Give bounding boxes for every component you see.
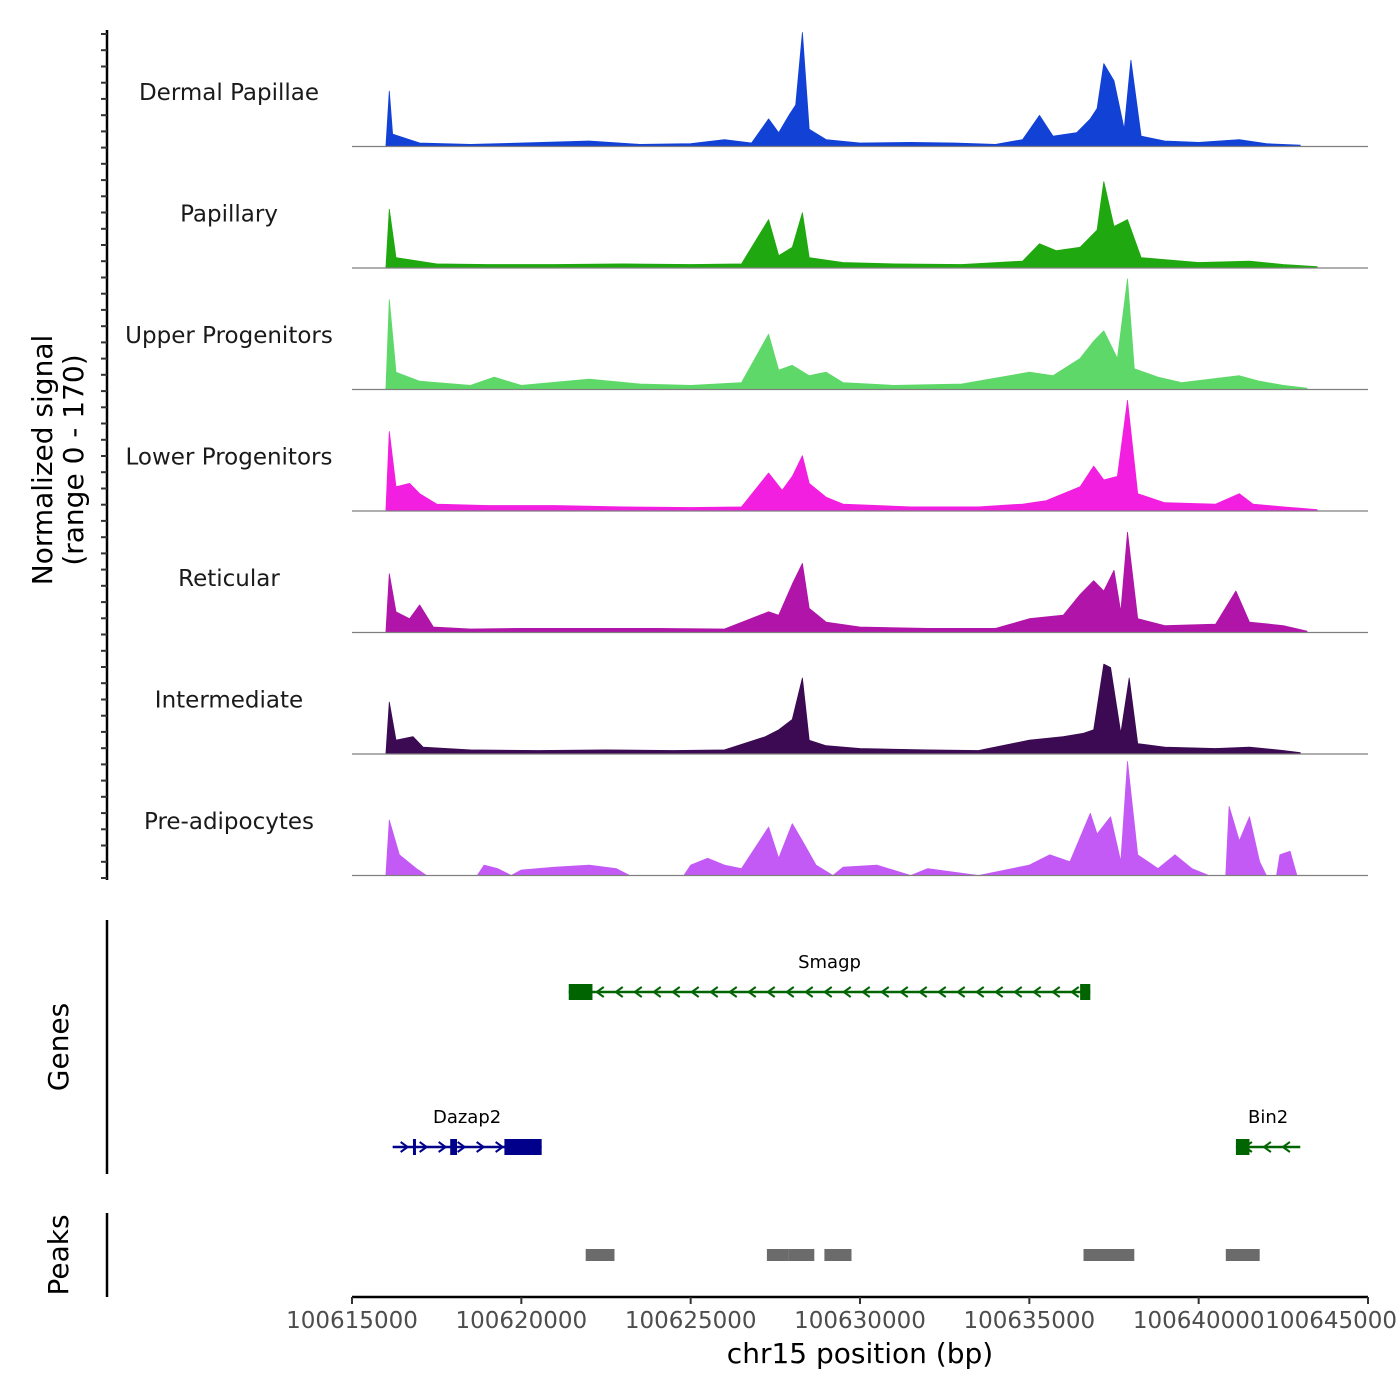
coverage-area-2 bbox=[385, 181, 1318, 269]
track-label: Lower Progenitors bbox=[126, 445, 333, 471]
strand-arrow bbox=[899, 986, 909, 998]
strand-arrow bbox=[937, 986, 947, 998]
genes-track-label: Genes bbox=[42, 1003, 75, 1091]
strand-arrow bbox=[1070, 986, 1080, 998]
strand-arrow bbox=[823, 986, 833, 998]
strand-arrow bbox=[994, 986, 1004, 998]
peaks-track: Peaks bbox=[42, 1213, 1260, 1297]
gene-bin2: Bin2 bbox=[1235, 1107, 1301, 1155]
x-tick-label: 100630000 bbox=[794, 1308, 926, 1334]
exon-block bbox=[568, 984, 593, 1000]
strand-arrow bbox=[728, 986, 738, 998]
peak-block bbox=[1083, 1249, 1135, 1261]
strand-arrow bbox=[595, 986, 605, 998]
strand-arrow bbox=[861, 986, 871, 998]
strand-arrow bbox=[785, 986, 795, 998]
track-label: Papillary bbox=[180, 202, 278, 228]
coverage-area-7 bbox=[385, 761, 1308, 876]
strand-arrow bbox=[918, 986, 928, 998]
genes-track: Genes Smagp Dazap2 Bin2 bbox=[42, 920, 1301, 1174]
strand-arrow bbox=[709, 986, 719, 998]
coverage-track-2: Papillary bbox=[180, 181, 1368, 269]
x-tick-label: 100625000 bbox=[625, 1308, 757, 1334]
exon-block bbox=[1080, 984, 1091, 1000]
coverage-area-6 bbox=[385, 663, 1301, 755]
exon-block bbox=[450, 1139, 457, 1155]
peak-block bbox=[788, 1249, 815, 1261]
peak-block bbox=[585, 1249, 615, 1261]
track-label: Reticular bbox=[178, 566, 280, 592]
strand-arrow bbox=[652, 986, 662, 998]
strand-arrow bbox=[1032, 986, 1042, 998]
coverage-track-1: Dermal Papillae bbox=[139, 32, 1368, 148]
track-label: Pre-adipocytes bbox=[144, 809, 314, 835]
strand-arrow bbox=[842, 986, 852, 998]
exon-block bbox=[1235, 1139, 1250, 1155]
exon-block bbox=[504, 1139, 542, 1155]
strand-arrow bbox=[438, 1141, 448, 1153]
x-axis: 100615000 100620000 100625000 100630000 1006… bbox=[286, 1295, 1397, 1334]
strand-arrow bbox=[419, 1141, 429, 1153]
peak-block bbox=[766, 1249, 789, 1261]
coverage-track-4: Lower Progenitors bbox=[126, 400, 1368, 512]
strand-arrow bbox=[1013, 986, 1023, 998]
strand-arrow bbox=[766, 986, 776, 998]
gene-dazap2: Dazap2 bbox=[392, 1107, 542, 1155]
strand-arrow bbox=[476, 1141, 486, 1153]
coverage-track-7: Pre-adipocytes bbox=[144, 761, 1368, 877]
track-label: Dermal Papillae bbox=[139, 80, 319, 106]
coverage-area-3 bbox=[385, 278, 1308, 390]
exon-block bbox=[412, 1139, 416, 1155]
peak-block bbox=[1225, 1249, 1260, 1261]
coverage-y-axis bbox=[101, 30, 109, 880]
strand-arrow bbox=[633, 986, 643, 998]
strand-arrow bbox=[1051, 986, 1061, 998]
strand-arrow bbox=[747, 986, 757, 998]
x-axis-title: chr15 position (bp) bbox=[727, 1337, 993, 1370]
strand-arrow bbox=[400, 1141, 410, 1153]
strand-arrow bbox=[614, 986, 624, 998]
strand-arrow bbox=[690, 986, 700, 998]
peaks-track-label: Peaks bbox=[42, 1214, 75, 1295]
strand-arrow bbox=[880, 986, 890, 998]
x-tick-label: 100620000 bbox=[455, 1308, 587, 1334]
coverage-tracks: Dermal Papillae Papillary Upper Progenitor… bbox=[125, 32, 1368, 877]
y-axis-title-line1: Normalized signal bbox=[26, 335, 59, 586]
gene-label: Smagp bbox=[798, 952, 861, 973]
strand-arrow bbox=[1262, 1141, 1272, 1153]
x-tick-label: 100635000 bbox=[963, 1308, 1095, 1334]
track-label: Intermediate bbox=[155, 688, 303, 714]
coverage-track-5: Reticular bbox=[178, 531, 1368, 634]
coverage-area-5 bbox=[385, 531, 1308, 633]
strand-arrow bbox=[1281, 1141, 1291, 1153]
coverage-area-4 bbox=[385, 400, 1318, 512]
gene-label: Dazap2 bbox=[433, 1107, 501, 1128]
strand-arrow bbox=[975, 986, 985, 998]
strand-arrow bbox=[495, 1141, 505, 1153]
gene-label: Bin2 bbox=[1248, 1107, 1288, 1128]
strand-arrow bbox=[956, 986, 966, 998]
x-tick-label: 100615000 bbox=[286, 1308, 418, 1334]
gene-smagp: Smagp bbox=[568, 952, 1091, 1000]
coverage-track-6: Intermediate bbox=[155, 663, 1368, 755]
coverage-area-1 bbox=[385, 32, 1301, 147]
x-tick-label: 100645000 bbox=[1265, 1308, 1397, 1334]
x-tick-label: 100640000 bbox=[1133, 1308, 1265, 1334]
peak-block bbox=[824, 1249, 852, 1261]
track-label: Upper Progenitors bbox=[125, 323, 333, 349]
strand-arrow bbox=[457, 1141, 467, 1153]
strand-arrow bbox=[804, 986, 814, 998]
coverage-track-3: Upper Progenitors bbox=[125, 278, 1368, 391]
y-axis-title-line2: (range 0 - 170) bbox=[57, 354, 90, 565]
strand-arrow bbox=[671, 986, 681, 998]
